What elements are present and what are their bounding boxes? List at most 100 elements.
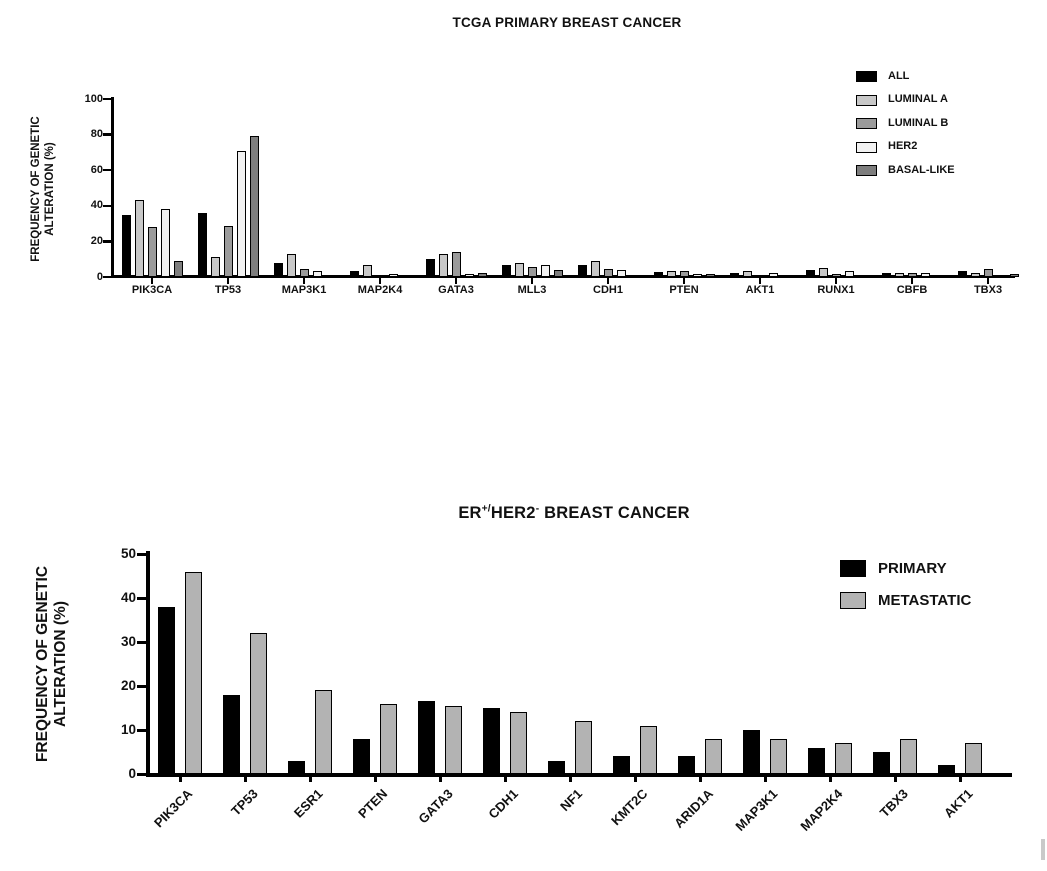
chart2-y-axis-label-line1: FREQUENCY OF GENETIC	[34, 565, 51, 763]
x-category-label: PTEN	[355, 786, 391, 822]
x-category-label: CDH1	[484, 786, 521, 822]
bar	[640, 725, 657, 774]
chart1-y-axis-label-line2: ALTERATION (%)	[43, 142, 56, 236]
chart1-x-axis	[111, 275, 1015, 278]
chart2-title-rest: BREAST CANCER	[539, 504, 690, 522]
bar	[418, 701, 435, 774]
x-category-label: MAP3K1	[281, 284, 327, 296]
legend-swatch-her2	[856, 141, 877, 153]
x-category-label: CDH1	[593, 284, 623, 296]
y-tick-label: 30	[120, 634, 136, 650]
legend-label: HER2	[888, 140, 918, 152]
y-tick-label: 100	[84, 92, 103, 105]
x-tick-mark	[530, 278, 534, 284]
y-tick-mark	[137, 728, 146, 732]
x-category-label: MLL3	[517, 284, 547, 296]
bar	[249, 136, 259, 277]
x-category-label: KMT2C	[608, 786, 651, 829]
legend-label: ALL	[888, 69, 910, 82]
chart1-y-axis	[111, 97, 114, 278]
y-tick-mark	[137, 772, 146, 776]
chart2-title-sup-minus: -	[535, 503, 540, 515]
bar	[770, 738, 787, 774]
x-tick-mark	[378, 278, 382, 284]
y-tick-mark	[103, 204, 111, 208]
y-tick-mark	[137, 684, 146, 688]
bar	[380, 703, 397, 774]
bar	[288, 760, 305, 774]
y-tick-label: 20	[120, 678, 136, 694]
bar	[705, 738, 722, 774]
x-category-label: MAP3K1	[732, 786, 781, 834]
y-tick-label: 60	[90, 163, 103, 176]
x-tick-mark	[454, 278, 458, 284]
bar	[134, 200, 144, 277]
y-tick-mark	[137, 640, 146, 644]
y-tick-mark	[137, 552, 146, 556]
chart2-title-her2: HER2	[490, 504, 536, 522]
bar	[185, 571, 202, 774]
x-tick-mark	[758, 278, 762, 284]
chart2-x-axis	[146, 773, 1012, 777]
bar	[438, 253, 448, 277]
x-category-label: GATA3	[415, 786, 456, 827]
bar	[236, 150, 246, 277]
chart1-title: TCGA PRIMARY BREAST CANCER	[452, 15, 682, 30]
x-tick-mark	[150, 278, 154, 284]
x-category-label: CBFB	[896, 284, 928, 296]
y-tick-mark	[103, 275, 111, 279]
chart2-y-axis	[146, 551, 150, 777]
bar	[353, 738, 370, 774]
x-category-label: AKT1	[940, 786, 976, 821]
y-tick-mark	[103, 133, 111, 136]
bar	[223, 226, 233, 277]
x-category-label: GATA3	[438, 284, 474, 296]
bar	[158, 606, 175, 774]
x-category-label: AKT1	[745, 284, 775, 296]
bar	[315, 690, 332, 774]
legend-label: LUMINAL A	[888, 93, 948, 105]
bar	[250, 633, 267, 774]
legend-label: BASAL-LIKE	[888, 163, 955, 176]
x-tick-mark	[834, 278, 838, 284]
legend-swatch-primary	[840, 560, 866, 577]
legend-swatch-luminal-b	[856, 118, 877, 129]
x-category-label: ESR1	[290, 786, 326, 821]
x-tick-mark	[302, 278, 306, 284]
y-tick-label: 40	[90, 199, 103, 212]
y-tick-label: 80	[90, 128, 103, 141]
x-category-label: RUNX1	[817, 284, 855, 296]
x-category-label: PTEN	[669, 284, 699, 296]
bar	[286, 253, 296, 277]
x-category-label: MAP2K4	[797, 786, 846, 834]
x-category-label: ARID1A	[670, 786, 716, 831]
chart2-y-axis-label: FREQUENCY OF GENETIC ALTERATION (%)	[34, 548, 70, 780]
chart1-y-axis-label: FREQUENCY OF GENETIC ALTERATION (%)	[30, 93, 58, 285]
legend-label: PRIMARY	[878, 559, 947, 577]
legend-swatch-luminal-a	[856, 94, 877, 106]
chart2-title-er: ER	[458, 504, 482, 522]
y-tick-mark	[103, 97, 111, 101]
bar	[873, 752, 890, 774]
x-category-label: TBX3	[973, 284, 1003, 296]
y-tick-label: 50	[120, 546, 136, 562]
y-tick-label: 40	[120, 590, 136, 606]
legend-label: METASTATIC	[878, 591, 972, 609]
bar	[510, 712, 527, 774]
bar	[835, 743, 852, 774]
bar	[678, 756, 695, 774]
bar	[147, 227, 157, 277]
x-category-label: PIK3CA	[131, 284, 173, 296]
bar	[451, 252, 461, 277]
scrollbar-artifact	[1041, 839, 1045, 860]
chart2-title-sup-plus-slash: +/	[481, 503, 491, 515]
bar	[483, 708, 500, 774]
chart1-y-axis-label-line1: FREQUENCY OF GENETIC	[30, 116, 42, 262]
x-category-label: TBX3	[876, 786, 911, 821]
y-tick-label: 0	[96, 270, 103, 283]
